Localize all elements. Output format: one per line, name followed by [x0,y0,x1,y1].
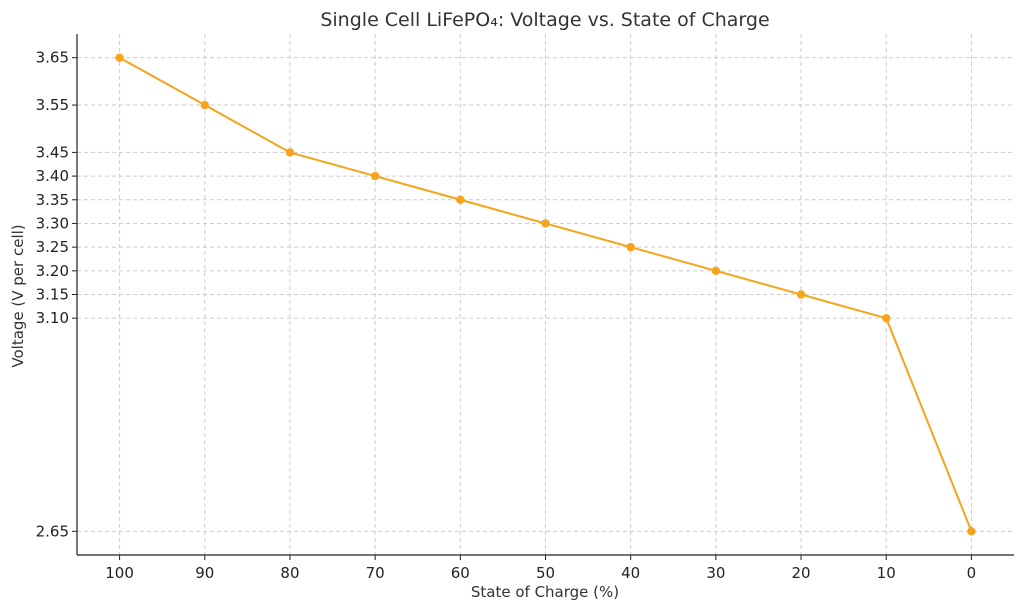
data-point [796,290,806,299]
x-tick-label: 100 [105,564,134,582]
data-point [541,219,550,228]
data-point [626,242,635,252]
data-point [115,53,124,62]
data-point [967,527,976,536]
x-tick-label: 30 [706,564,725,582]
chart-title: Single Cell LiFePO₄: Voltage vs. State o… [320,9,769,31]
y-tick-label: 3.20 [36,262,69,280]
x-tick-label: 90 [195,564,214,582]
x-tick-label: 50 [536,564,555,582]
x-tick-label: 20 [791,564,810,582]
x-tick-label: 40 [621,564,640,582]
grid-layer [77,34,1014,555]
x-tick-label: 0 [967,564,977,582]
y-tick-label: 3.10 [36,309,69,327]
x-tick-label: 60 [451,564,470,582]
x-tick-label: 70 [366,564,385,582]
y-tick-label: 3.25 [36,238,69,256]
y-tick-label: 3.40 [36,167,69,185]
y-tick-layer: 2.65 3.10 3.15 3.20 3.25 3.30 3.35 3.40 3.45 3.55… [36,49,77,540]
data-point [456,195,465,204]
y-tick-label: 3.45 [36,143,69,161]
y-tick-label: 3.65 [36,49,69,67]
x-axis-label: State of Charge (%) [471,583,619,601]
y-axis-label: Voltage (V per cell) [9,224,27,367]
data-point [882,313,891,323]
y-tick-label: 3.55 [36,96,69,114]
x-tick-label: 10 [877,564,896,582]
y-tick-label: 2.65 [36,522,69,540]
data-point [200,100,209,110]
data-point [370,171,380,181]
data-point [285,148,295,157]
y-tick-label: 3.30 [36,214,69,232]
data-point [711,266,721,276]
x-tick-label: 80 [280,564,299,582]
y-tick-label: 3.35 [36,191,69,209]
series-layer [115,53,976,536]
y-tick-label: 3.15 [36,286,69,304]
x-tick-layer: 100 90 80 70 60 50 40 30 20 10 0 [105,555,976,582]
